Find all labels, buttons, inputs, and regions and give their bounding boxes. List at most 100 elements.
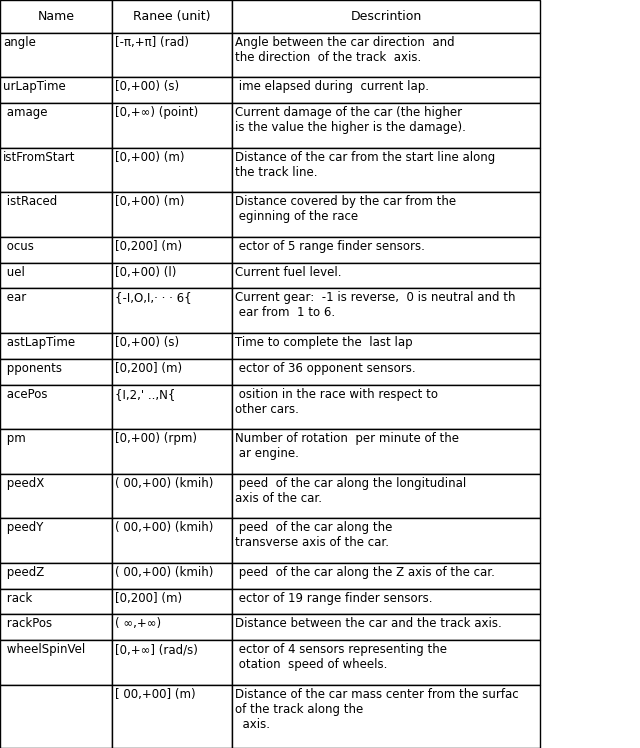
Text: [0,200] (m): [0,200] (m) — [115, 592, 182, 604]
Text: [0,+∞) (point): [0,+∞) (point) — [115, 106, 198, 119]
Bar — [112, 589, 232, 614]
Text: Number of rotation  per minute of the
 ar engine.: Number of rotation per minute of the ar … — [235, 432, 459, 460]
Bar — [232, 77, 540, 103]
Text: peedZ: peedZ — [3, 565, 44, 579]
Bar — [112, 473, 232, 518]
Bar — [232, 103, 540, 147]
Text: Distance of the car from the start line along
the track line.: Distance of the car from the start line … — [235, 151, 495, 179]
Text: urLapTime: urLapTime — [3, 80, 66, 94]
Text: ( 00,+00) (kmih): ( 00,+00) (kmih) — [115, 476, 213, 490]
Bar — [232, 33, 540, 77]
Bar — [112, 33, 232, 77]
Bar — [0, 589, 112, 614]
Bar — [232, 518, 540, 562]
Text: [0,+00) (s): [0,+00) (s) — [115, 80, 179, 94]
Text: osition in the race with respect to
other cars.: osition in the race with respect to othe… — [235, 387, 438, 416]
Bar — [0, 333, 112, 359]
Text: Angle between the car direction  and
the direction  of the track  axis.: Angle between the car direction and the … — [235, 36, 454, 64]
Text: istRaced: istRaced — [3, 195, 57, 208]
Text: Distance covered by the car from the
 eginning of the race: Distance covered by the car from the egi… — [235, 195, 456, 223]
Bar — [0, 103, 112, 147]
Text: [-π,+π] (rad): [-π,+π] (rad) — [115, 36, 189, 49]
Text: {I,2,' ..,N{: {I,2,' ..,N{ — [115, 387, 175, 400]
Bar — [232, 589, 540, 614]
Bar — [0, 518, 112, 562]
Bar — [232, 333, 540, 359]
Bar — [112, 518, 232, 562]
Text: Time to complete the  last lap: Time to complete the last lap — [235, 336, 413, 349]
Bar — [232, 614, 540, 640]
Text: [0,+00) (m): [0,+00) (m) — [115, 151, 184, 164]
Bar — [112, 614, 232, 640]
Bar — [0, 359, 112, 384]
Bar — [112, 237, 232, 263]
Bar — [112, 429, 232, 473]
Text: peed  of the car along the Z axis of the car.: peed of the car along the Z axis of the … — [235, 565, 495, 579]
Bar — [0, 289, 112, 333]
Text: ( 00,+00) (kmih): ( 00,+00) (kmih) — [115, 565, 213, 579]
Bar — [0, 429, 112, 473]
Text: Ranee (unit): Ranee (unit) — [133, 10, 211, 23]
Bar — [0, 473, 112, 518]
Text: peedX: peedX — [3, 476, 44, 490]
Bar — [232, 289, 540, 333]
Text: ( 00,+00) (kmih): ( 00,+00) (kmih) — [115, 521, 213, 534]
Bar — [232, 192, 540, 237]
Bar — [112, 562, 232, 589]
Text: [0,+00) (m): [0,+00) (m) — [115, 195, 184, 208]
Bar — [112, 289, 232, 333]
Text: ector of 36 opponent sensors.: ector of 36 opponent sensors. — [235, 362, 415, 375]
Text: peedY: peedY — [3, 521, 44, 534]
Bar — [232, 359, 540, 384]
Bar — [232, 263, 540, 289]
Bar — [112, 103, 232, 147]
Bar — [112, 0, 232, 33]
Text: [0,+∞] (rad/s): [0,+∞] (rad/s) — [115, 643, 198, 656]
Text: ector of 5 range finder sensors.: ector of 5 range finder sensors. — [235, 240, 425, 253]
Bar — [0, 192, 112, 237]
Text: ocus: ocus — [3, 240, 34, 253]
Bar — [112, 384, 232, 429]
Text: Descrintion: Descrintion — [350, 10, 422, 23]
Bar — [0, 614, 112, 640]
Bar — [232, 473, 540, 518]
Bar — [232, 384, 540, 429]
Bar — [0, 237, 112, 263]
Text: angle: angle — [3, 36, 36, 49]
Text: ear: ear — [3, 292, 26, 304]
Text: pponents: pponents — [3, 362, 62, 375]
Text: wheelSpinVel: wheelSpinVel — [3, 643, 85, 656]
Text: acePos: acePos — [3, 387, 47, 400]
Text: peed  of the car along the longitudinal
axis of the car.: peed of the car along the longitudinal a… — [235, 476, 467, 505]
Bar — [112, 333, 232, 359]
Text: [0,+00) (rpm): [0,+00) (rpm) — [115, 432, 197, 445]
Text: Current fuel level.: Current fuel level. — [235, 266, 342, 278]
Bar — [232, 0, 540, 33]
Text: Current gear:  -1 is reverse,  0 is neutral and th
 ear from  1 to 6.: Current gear: -1 is reverse, 0 is neutra… — [235, 292, 515, 319]
Text: rackPos: rackPos — [3, 617, 52, 631]
Text: ime elapsed during  current lap.: ime elapsed during current lap. — [235, 80, 429, 94]
Text: [ 00,+00] (m): [ 00,+00] (m) — [115, 687, 196, 701]
Text: amage: amage — [3, 106, 47, 119]
Bar — [232, 237, 540, 263]
Bar — [0, 562, 112, 589]
Bar — [0, 77, 112, 103]
Text: ector of 19 range finder sensors.: ector of 19 range finder sensors. — [235, 592, 433, 604]
Bar — [232, 684, 540, 748]
Text: ector of 4 sensors representing the
 otation  speed of wheels.: ector of 4 sensors representing the otat… — [235, 643, 447, 671]
Bar — [112, 359, 232, 384]
Bar — [0, 640, 112, 684]
Bar — [0, 263, 112, 289]
Text: [0,200] (m): [0,200] (m) — [115, 362, 182, 375]
Text: pm: pm — [3, 432, 26, 445]
Text: Name: Name — [38, 10, 74, 23]
Text: Distance of the car mass center from the surfac
of the track along the
  axis.: Distance of the car mass center from the… — [235, 687, 518, 731]
Text: [0,+00) (l): [0,+00) (l) — [115, 266, 177, 278]
Text: astLapTime: astLapTime — [3, 336, 75, 349]
Bar — [0, 33, 112, 77]
Bar — [112, 147, 232, 192]
Bar — [0, 384, 112, 429]
Bar — [112, 640, 232, 684]
Text: uel: uel — [3, 266, 25, 278]
Bar — [232, 640, 540, 684]
